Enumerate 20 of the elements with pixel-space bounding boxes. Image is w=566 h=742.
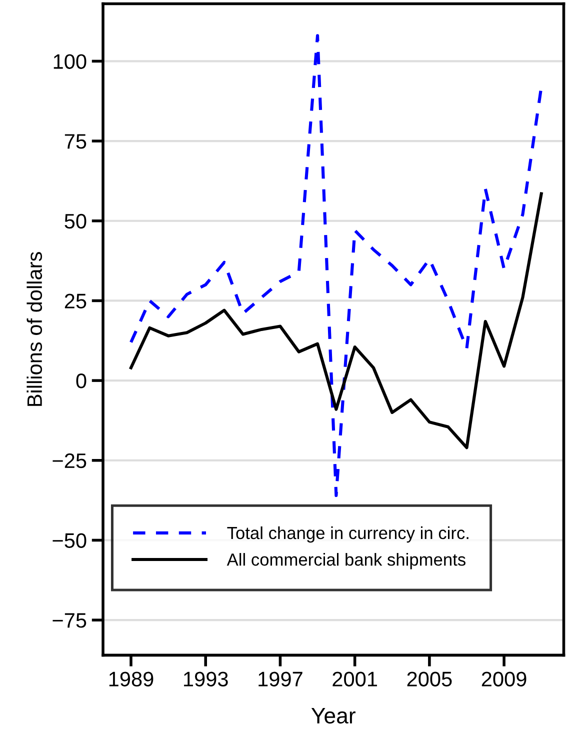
x-tick-label: 2001 xyxy=(332,672,377,686)
legend-label: Total change in currency in circ. xyxy=(227,526,468,543)
line-series xyxy=(129,34,543,498)
y-tick-label: 75 xyxy=(64,134,86,149)
x-tick-label: 1989 xyxy=(109,672,154,686)
line-series xyxy=(129,192,543,450)
x-tick-label: 1997 xyxy=(258,672,302,686)
y-tick-label: 25 xyxy=(64,294,86,308)
y-tick-label: 50 xyxy=(64,214,86,229)
y-tick-label: −25 xyxy=(52,453,86,468)
x-tick-label: 2009 xyxy=(482,672,526,686)
y-tick-label: 0 xyxy=(76,374,86,388)
x-tick-label: 1993 xyxy=(184,672,228,686)
y-tick-label: 100 xyxy=(54,54,86,69)
legend-label: All commercial bank shipments xyxy=(226,553,466,570)
x-tick-label: 2005 xyxy=(407,672,452,686)
y-tick-label: −50 xyxy=(52,533,86,548)
x-axis-title: Year xyxy=(311,708,356,724)
y-tick-label: −75 xyxy=(52,613,86,628)
y-axis-title: Billions of dollars xyxy=(26,252,42,406)
